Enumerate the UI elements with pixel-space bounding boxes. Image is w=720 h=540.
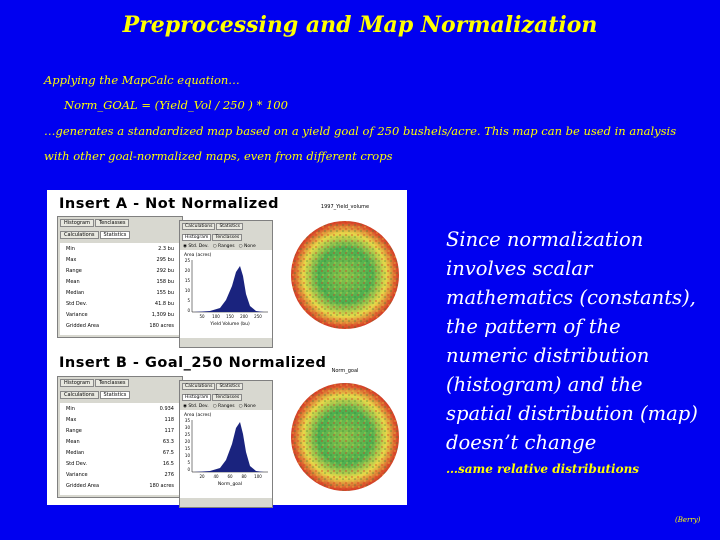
author-credit: (Berry) — [675, 516, 701, 524]
insert-a-stats-tabs-2: Calculations Statistics — [58, 229, 182, 241]
insert-a-histogram: Area (acres) 25 20 15 10 5 0 50 100 150 … — [180, 250, 272, 338]
insert-a-histogram-panel: Calculations Statistics Histogram Tencla… — [179, 220, 273, 348]
y-tick: 5 — [187, 460, 190, 465]
x-tick: 50 — [199, 314, 205, 319]
insert-a-stats-panel: Histogram Tenclasses Calculations Statis… — [57, 216, 183, 338]
insert-a-stats-tabs: Histogram Tenclasses — [58, 217, 182, 229]
stat-row: Std Dev. 16.5 — [66, 461, 174, 467]
stat-row: Std Dev. 41.8 bu — [66, 301, 174, 307]
x-tick: 60 — [227, 474, 233, 479]
tab-statistics[interactable]: Statistics — [216, 223, 244, 230]
intro-line-4: with other goal-normalized maps, even fr… — [44, 149, 393, 163]
x-axis-label: Yield Volume (bu) — [209, 321, 250, 327]
radio-ranges[interactable]: ○ Ranges — [212, 404, 235, 409]
insert-b-stats-panel: Histogram Tenclasses Calculations Statis… — [57, 376, 183, 498]
insert-b-histogram-panel: Calculations Statistics Histogram Tencla… — [179, 380, 273, 508]
x-tick: 100 — [254, 474, 262, 479]
radio-std-dev[interactable]: ◉ Std. Dev. — [183, 244, 209, 249]
radio-std-dev[interactable]: ◉ Std. Dev. — [183, 404, 209, 409]
stat-row: Range 292 bu — [66, 268, 174, 274]
tab-calculations[interactable]: Calculations — [182, 383, 216, 390]
stat-row: Gridded Area 180 acres — [66, 323, 174, 329]
insert-a-map: 1997_Yield_volume — [285, 204, 405, 344]
y-tick: 15 — [185, 446, 191, 451]
tab-tenclasses[interactable]: Tenclasses — [212, 394, 243, 401]
tab-histogram[interactable]: Histogram — [60, 379, 94, 387]
equation-line: Norm_GOAL = (Yield_Vol / 250 ) * 100 — [64, 98, 288, 112]
y-tick: 15 — [185, 278, 191, 283]
explanation-text: Since normalization involves scalar math… — [446, 228, 698, 454]
y-tick: 5 — [187, 298, 190, 303]
x-tick: 250 — [254, 314, 262, 319]
stat-row: Gridded Area 180 acres — [66, 483, 174, 489]
y-axis-label: Area (acres) — [184, 252, 212, 258]
y-tick: 35 — [185, 418, 191, 423]
y-tick: 20 — [185, 439, 191, 444]
stat-row: Mean 158 bu — [66, 279, 174, 285]
tab-statistics[interactable]: Statistics — [99, 391, 131, 399]
normalized-map — [291, 383, 399, 491]
y-tick: 30 — [185, 425, 191, 430]
stat-row: Median 155 bu — [66, 290, 174, 296]
yield-map — [291, 221, 399, 329]
histogram-bars — [194, 266, 264, 312]
summary-note: …same relative distributions — [446, 462, 640, 476]
stat-row: Min 2.3 bu — [66, 246, 174, 252]
insert-b-title: Insert B - Goal_250 Normalized — [59, 355, 327, 371]
stat-row: Median 67.5 — [66, 450, 174, 456]
tab-histogram[interactable]: Histogram — [182, 394, 212, 401]
tab-calculations[interactable]: Calculations — [60, 231, 99, 239]
stat-row: Max 118 — [66, 417, 174, 423]
y-tick: 10 — [185, 453, 191, 458]
tab-tenclasses[interactable]: Tenclasses — [212, 234, 243, 241]
intro-line-3: …generates a standardized map based on a… — [44, 124, 677, 138]
x-tick: 100 — [212, 314, 220, 319]
tab-statistics[interactable]: Statistics — [216, 383, 244, 390]
x-tick: 80 — [241, 474, 247, 479]
map-title: Norm_goal — [331, 368, 359, 374]
tab-histogram[interactable]: Histogram — [60, 219, 94, 227]
tab-histogram[interactable]: Histogram — [182, 234, 212, 241]
tab-calculations[interactable]: Calculations — [182, 223, 216, 230]
y-tick: 20 — [185, 268, 191, 273]
insert-b-stats-tabs-2: Calculations Statistics — [58, 389, 182, 401]
stat-row: Range 117 — [66, 428, 174, 434]
radio-ranges[interactable]: ○ Ranges — [212, 244, 235, 249]
tab-tenclasses[interactable]: Tenclasses — [94, 379, 130, 387]
y-tick: 25 — [185, 432, 191, 437]
histogram-bars — [194, 422, 264, 472]
stat-row: Max 295 bu — [66, 257, 174, 263]
slide-title: Preprocessing and Map Normalization — [122, 12, 598, 38]
stat-row: Variance 1,309 bu — [66, 312, 174, 318]
stat-row: Variance 276 — [66, 472, 174, 478]
radio-none[interactable]: ○ None — [238, 404, 256, 409]
tab-calculations[interactable]: Calculations — [60, 391, 99, 399]
stat-row: Min 0.934 — [66, 406, 174, 412]
radio-none[interactable]: ○ None — [238, 244, 256, 249]
insert-b-stats-tabs: Histogram Tenclasses — [58, 377, 182, 389]
figure-inserts: Insert A - Not Normalized Histogram Tenc… — [47, 190, 407, 508]
y-tick: 0 — [187, 467, 190, 472]
stat-row: Mean 63.3 — [66, 439, 174, 445]
map-title: 1997_Yield_volume — [320, 204, 370, 210]
y-tick: 25 — [185, 258, 191, 263]
x-tick: 20 — [199, 474, 205, 479]
y-tick: 10 — [185, 288, 191, 293]
insert-a-title: Insert A - Not Normalized — [59, 196, 279, 212]
y-tick: 0 — [187, 308, 190, 313]
x-tick: 40 — [213, 474, 219, 479]
y-axis-label: Area (acres) — [184, 412, 212, 418]
insert-b-map: Norm_goal — [285, 368, 405, 504]
x-axis-label: Norm_goal — [218, 481, 242, 487]
tab-tenclasses[interactable]: Tenclasses — [94, 219, 130, 227]
x-tick: 150 — [226, 314, 234, 319]
intro-line-1: Applying the MapCalc equation… — [44, 73, 240, 87]
x-tick: 200 — [240, 314, 248, 319]
tab-statistics[interactable]: Statistics — [99, 231, 131, 239]
insert-b-histogram: Area (acres) 35 30 25 20 15 10 5 0 20 40… — [180, 410, 272, 498]
